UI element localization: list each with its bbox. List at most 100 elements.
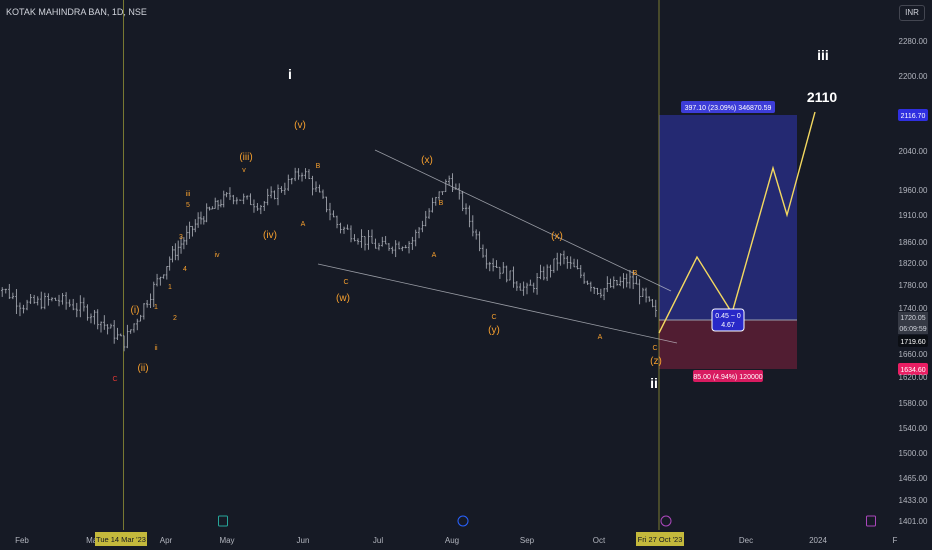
- time-tick-label: Jun: [297, 536, 310, 545]
- time-axis: FebMarAprMayJunJulAugSepOctNovDec2024FTu…: [15, 515, 898, 546]
- price-tick-label: 1401.00: [899, 517, 928, 526]
- event-icon-shape: [866, 515, 876, 527]
- price-tick-label: 1634.60: [900, 367, 925, 374]
- wave-label: 1: [168, 284, 172, 291]
- symbol-title: KOTAK MAHINDRA BAN, 1D, NSE: [6, 7, 147, 17]
- stop-label-badge: [693, 370, 763, 382]
- split-icon-shape: [660, 515, 672, 527]
- price-tick-label: 1433.00: [899, 496, 928, 505]
- wave-label: (w): [336, 293, 350, 304]
- wave-label: C: [343, 279, 348, 286]
- last-price-badge: [898, 323, 928, 334]
- split-icon[interactable]: [660, 515, 672, 527]
- date-marker-text: Fri 27 Oct '23: [638, 535, 683, 544]
- dividend-icon[interactable]: [457, 515, 469, 527]
- target-zone: [659, 115, 797, 320]
- price-tick-label: 2116.70: [901, 113, 926, 120]
- earnings-icon-shape: [218, 515, 228, 527]
- channel-lower-line: [317, 263, 678, 344]
- stop-label-text: 85.00 (4.94%) 120000: [693, 374, 762, 381]
- currency-button[interactable]: INR: [899, 5, 925, 21]
- last-price-badge: [898, 312, 928, 323]
- wave-label: iv: [214, 252, 220, 259]
- wave-label: (x): [421, 155, 433, 166]
- time-tick-label: F: [893, 536, 898, 545]
- time-tick-label: May: [219, 536, 234, 545]
- wave-label: (z): [650, 356, 662, 367]
- price-tick-label: 2200.00: [899, 72, 928, 81]
- date-marker-badge: [95, 532, 147, 546]
- entry-price-badge: [898, 335, 928, 347]
- stop-price-badge: [898, 363, 928, 375]
- price-tick-label: 06:09:59: [899, 326, 926, 333]
- wave-label: iii: [186, 191, 191, 198]
- wave-label: (iii): [239, 152, 252, 163]
- price-tick-label: 1820.00: [899, 259, 928, 268]
- reward-ratio-text: 4.67: [721, 322, 735, 329]
- wave-label: A: [301, 221, 306, 228]
- wave-label: C: [652, 345, 657, 352]
- wave-label: (v): [294, 120, 306, 131]
- wave-label: C: [112, 376, 117, 383]
- earnings-icon[interactable]: [218, 515, 228, 527]
- target-label-badge: [681, 101, 775, 113]
- wave-label: (iv): [263, 230, 277, 241]
- price-tick-label: 1960.00: [899, 186, 928, 195]
- target-price-badge: [898, 109, 928, 121]
- price-tick-label: 1860.00: [899, 238, 928, 247]
- major-wave-label: i: [288, 66, 292, 82]
- wave-label: 4: [183, 266, 187, 273]
- channel-upper-line: [374, 149, 672, 292]
- wave-label: 1: [154, 304, 158, 311]
- wave-label: B: [439, 200, 444, 207]
- price-tick-label: 1620.00: [899, 373, 928, 382]
- price-tick-label: 1910.00: [899, 211, 928, 220]
- time-tick-label: Feb: [15, 536, 29, 545]
- time-tick-label: 2024: [809, 536, 827, 545]
- wave-label: B: [633, 270, 638, 277]
- date-marker-badge: [636, 532, 684, 546]
- wave-label: v: [242, 167, 246, 174]
- wave-label: 3: [179, 234, 183, 241]
- wave-label: 5: [186, 202, 190, 209]
- target-label-text: 397.10 (23.09%) 346870.59: [685, 105, 772, 112]
- major-wave-label: iii: [817, 47, 829, 63]
- dividend-icon-shape: [457, 515, 469, 527]
- price-tick-label: 1660.00: [899, 350, 928, 359]
- date-marker-text: Tue 14 Mar '23: [96, 535, 146, 544]
- risk-ratio-text: 0.45 ~ 0: [715, 313, 741, 320]
- risk-reward-badge[interactable]: [711, 308, 745, 332]
- wave-label: B: [316, 163, 321, 170]
- projection-target-label: 2110: [807, 89, 838, 105]
- price-tick-label: 1719.60: [900, 339, 925, 346]
- event-icon[interactable]: [866, 515, 876, 527]
- price-tick-label: 1780.00: [899, 281, 928, 290]
- price-tick-label: 1465.00: [899, 474, 928, 483]
- price-tick-label: 2280.00: [899, 37, 928, 46]
- time-tick-label: Dec: [739, 536, 753, 545]
- time-tick-label: Jul: [373, 536, 383, 545]
- time-tick-label: Aug: [445, 536, 459, 545]
- wave-label: (i): [131, 305, 140, 316]
- time-tick-label: Mar: [86, 536, 100, 545]
- wave-label: C: [491, 314, 496, 321]
- wave-label: (ii): [137, 363, 148, 374]
- time-tick-label: Apr: [160, 536, 173, 545]
- price-tick-label: 1500.00: [899, 449, 928, 458]
- price-tick-label: 1720.05: [900, 315, 925, 322]
- wave-label: ii: [154, 345, 158, 352]
- price-axis: 2280.00 2200.00 2116.70 2040.00 1960.00 1910.…: [898, 37, 928, 526]
- time-tick-label: Oct: [593, 536, 606, 545]
- wave-label: A: [432, 252, 437, 259]
- major-wave-label: ii: [650, 375, 658, 391]
- candles-group: [1, 167, 657, 352]
- wave-label: A: [598, 334, 603, 341]
- price-tick-label: 1740.00: [899, 304, 928, 313]
- time-tick-label: Sep: [520, 536, 535, 545]
- wave-label: 2: [173, 315, 177, 322]
- wave-label: (y): [488, 325, 500, 336]
- wave-label: (x): [551, 231, 563, 242]
- price-tick-label: 1540.00: [899, 424, 928, 433]
- projection-path: [658, 111, 816, 334]
